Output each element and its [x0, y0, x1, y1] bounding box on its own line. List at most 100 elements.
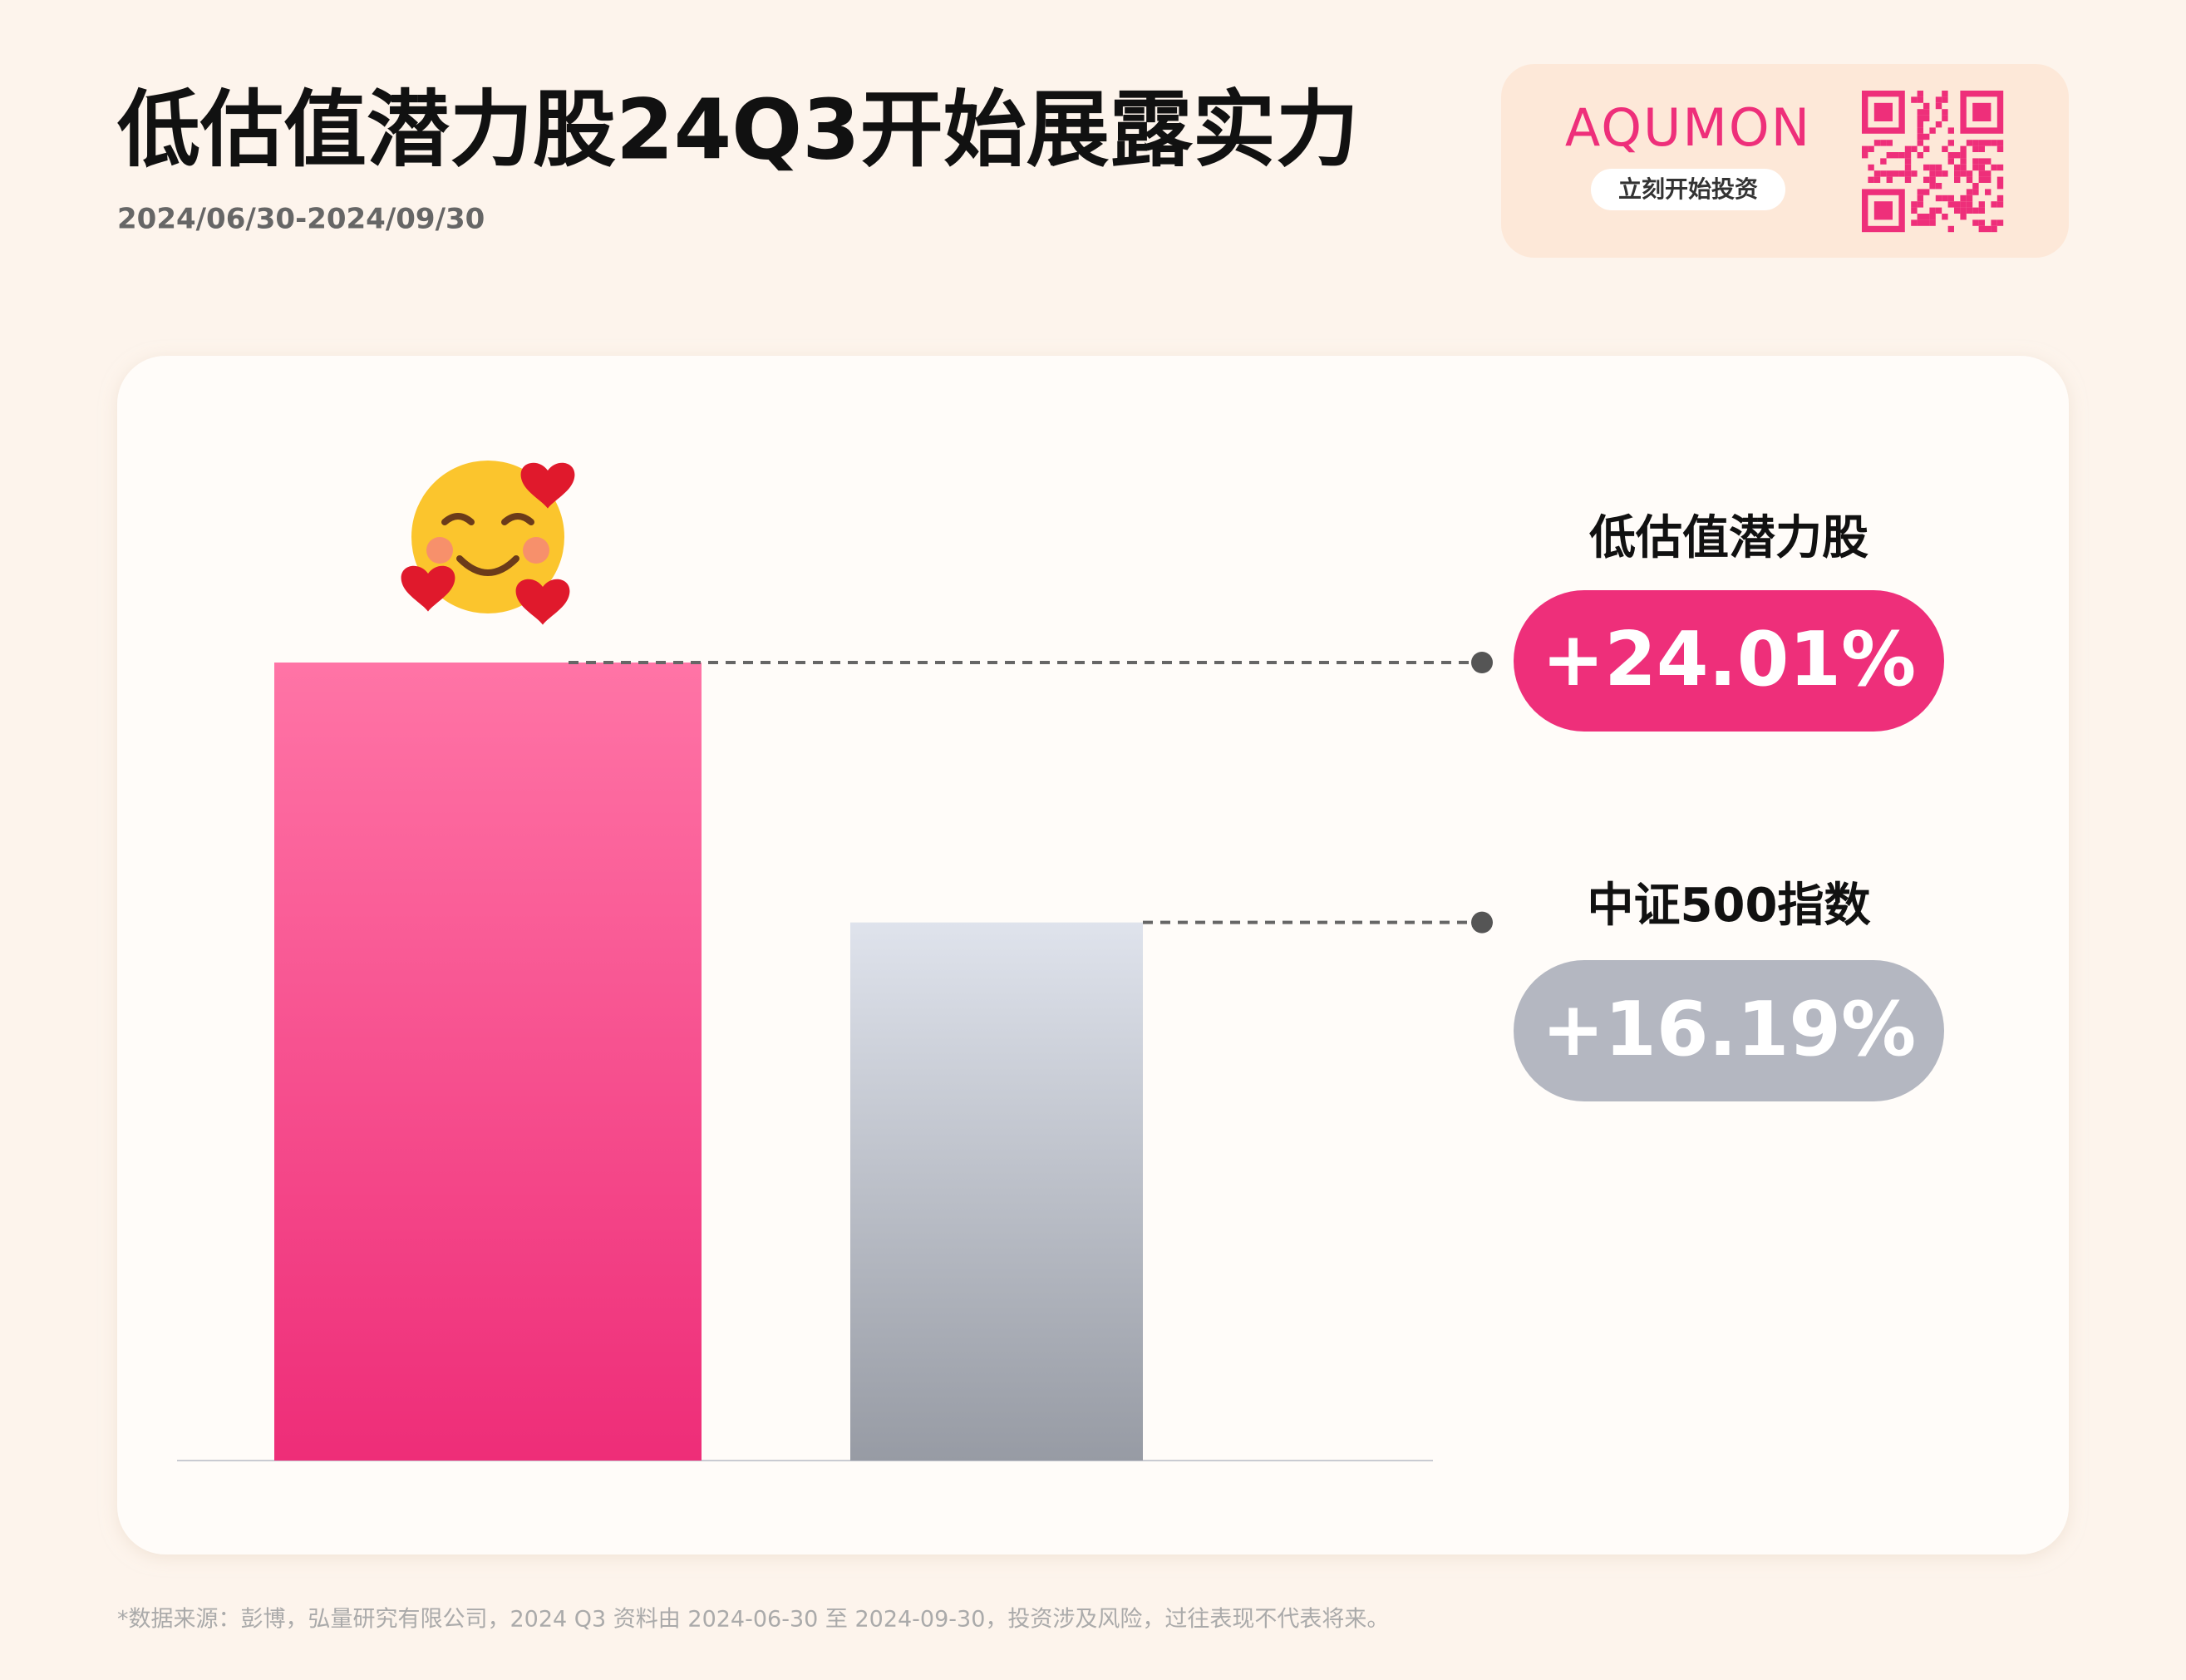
qr-module	[1942, 214, 1948, 220]
qr-module	[1923, 133, 1930, 140]
qr-module	[1978, 158, 1985, 165]
qr-module	[1985, 176, 1992, 183]
qr-module	[1947, 225, 1954, 233]
cta-pill[interactable]	[1591, 169, 1785, 210]
qr-module	[1966, 189, 1973, 195]
qr-module	[1960, 152, 1967, 159]
qr-module	[1942, 195, 1948, 202]
qr-module	[1917, 189, 1923, 195]
qr-module	[1985, 189, 1992, 195]
qr-module	[1880, 158, 1887, 165]
emoji-mouth	[456, 555, 519, 576]
emoji	[401, 461, 575, 625]
cta-text[interactable]: 立刻开始投资	[1618, 175, 1758, 203]
qr-module	[1996, 201, 2004, 208]
qr-module	[1954, 152, 1961, 159]
qr-module	[1960, 195, 1967, 202]
qr-module	[1942, 109, 1948, 116]
value-label: +24.01%	[1542, 616, 1916, 703]
qr-module	[1947, 195, 1954, 202]
qr-module	[1893, 170, 1899, 177]
value-pill	[1514, 960, 1944, 1101]
qr-module	[1991, 225, 1997, 233]
qr-module	[1966, 176, 1973, 183]
qr-module	[1966, 201, 1973, 208]
qr-module	[1972, 219, 1979, 226]
qr-module	[1947, 140, 1954, 146]
qr-module	[1947, 201, 1954, 208]
qr-module	[1935, 96, 1942, 103]
qr-module	[1972, 158, 1979, 165]
qr-module	[1966, 170, 1973, 177]
qr-module	[1868, 176, 1874, 183]
qr-module	[1929, 183, 1936, 190]
qr-module	[1978, 140, 1985, 146]
qr-module	[1862, 152, 1868, 159]
qr-module	[1904, 176, 1912, 183]
qr-module	[1978, 164, 1985, 171]
qr-module	[1873, 170, 1881, 177]
qr-module	[1935, 170, 1942, 177]
qr-module	[1917, 201, 1923, 208]
qr-module	[1923, 115, 1930, 121]
qr-module	[1923, 189, 1930, 195]
qr-module	[1911, 145, 1918, 152]
qr-module	[1954, 176, 1961, 183]
qr-module	[1929, 170, 1936, 177]
qr-module	[1886, 170, 1893, 177]
qr-module	[1978, 207, 1985, 214]
qr-module	[1966, 140, 1973, 146]
qr-module	[1911, 96, 1918, 103]
qr-module	[1960, 214, 1967, 220]
qr-module	[1996, 183, 2004, 190]
qr-module	[1904, 152, 1912, 159]
chart-subtitle: 2024/06/30-2024/09/30	[117, 203, 485, 236]
qr-finder	[1873, 201, 1893, 220]
qr-module	[1996, 145, 2004, 152]
qr-module	[1972, 207, 1979, 214]
qr-module	[1947, 127, 1954, 134]
emoji-eyes	[441, 513, 534, 525]
qr-module	[1929, 207, 1936, 214]
qr-module	[1935, 164, 1942, 171]
qr-module	[1960, 201, 1967, 208]
emoji-heart	[401, 565, 455, 612]
qr-module	[1960, 207, 1967, 214]
qr-module	[1917, 127, 1923, 134]
value-pill	[1514, 590, 1944, 732]
qr-module	[1929, 176, 1936, 183]
qr-module	[1929, 164, 1936, 171]
qr-module	[1942, 145, 1948, 152]
qr-module	[1972, 140, 1979, 146]
qr-module	[1991, 219, 1997, 226]
qr-module	[1978, 225, 1985, 233]
qr-module	[1904, 170, 1912, 177]
qr-module	[1898, 170, 1905, 177]
qr-module	[1893, 152, 1899, 159]
brand-name: AQUMON	[1565, 97, 1811, 158]
series-name: 中证500指数	[1588, 879, 1871, 933]
qr-module	[1972, 183, 1979, 190]
qr-module	[1996, 219, 2004, 226]
qr-module	[1911, 170, 1918, 177]
qr-module	[1996, 176, 2004, 183]
qr-module	[1942, 91, 1948, 97]
qr-module	[1935, 207, 1942, 214]
qr-module	[1960, 164, 1967, 171]
qr-module	[1942, 170, 1948, 177]
leader-dot	[1471, 652, 1493, 673]
qr-module	[1972, 145, 1979, 152]
qr-module	[1880, 170, 1887, 177]
qr-module	[1996, 195, 2004, 202]
qr-module	[1868, 164, 1874, 171]
bar	[850, 922, 1143, 1461]
qr-code	[1862, 91, 2004, 233]
qr-module	[1935, 183, 1942, 190]
qr-module	[1991, 201, 1997, 208]
emoji-cheek	[523, 537, 549, 564]
qr-module	[1960, 170, 1967, 177]
qr-module	[1904, 145, 1912, 152]
qr-module	[1966, 207, 1973, 214]
